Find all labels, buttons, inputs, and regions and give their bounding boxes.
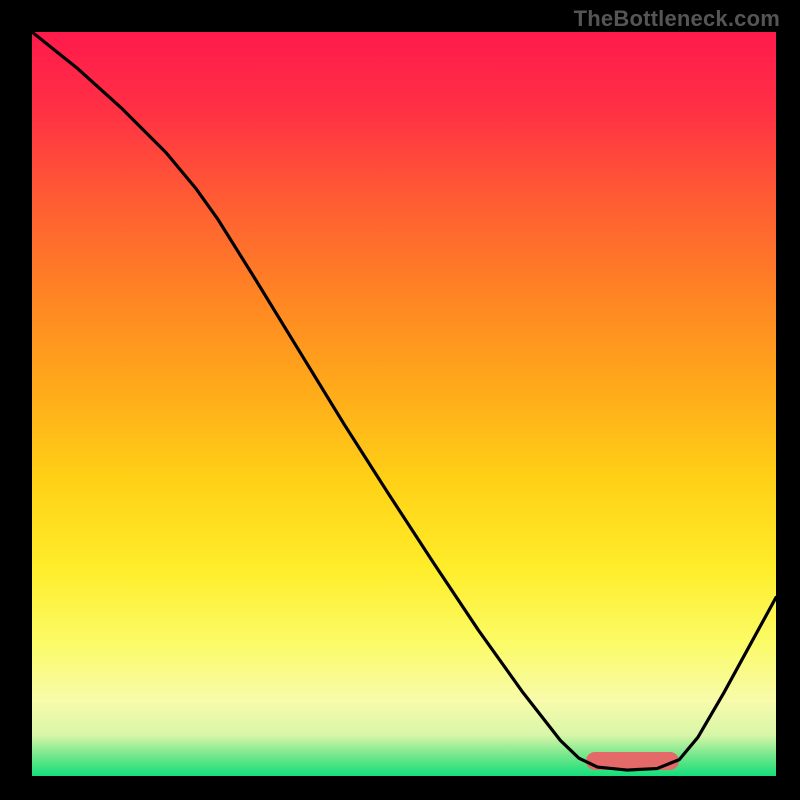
- watermark-text: TheBottleneck.com: [574, 6, 780, 32]
- bottleneck-curve: [32, 32, 776, 776]
- plot-area: [32, 32, 776, 776]
- frame: TheBottleneck.com: [0, 0, 800, 800]
- bottleneck-curve-path: [32, 32, 776, 770]
